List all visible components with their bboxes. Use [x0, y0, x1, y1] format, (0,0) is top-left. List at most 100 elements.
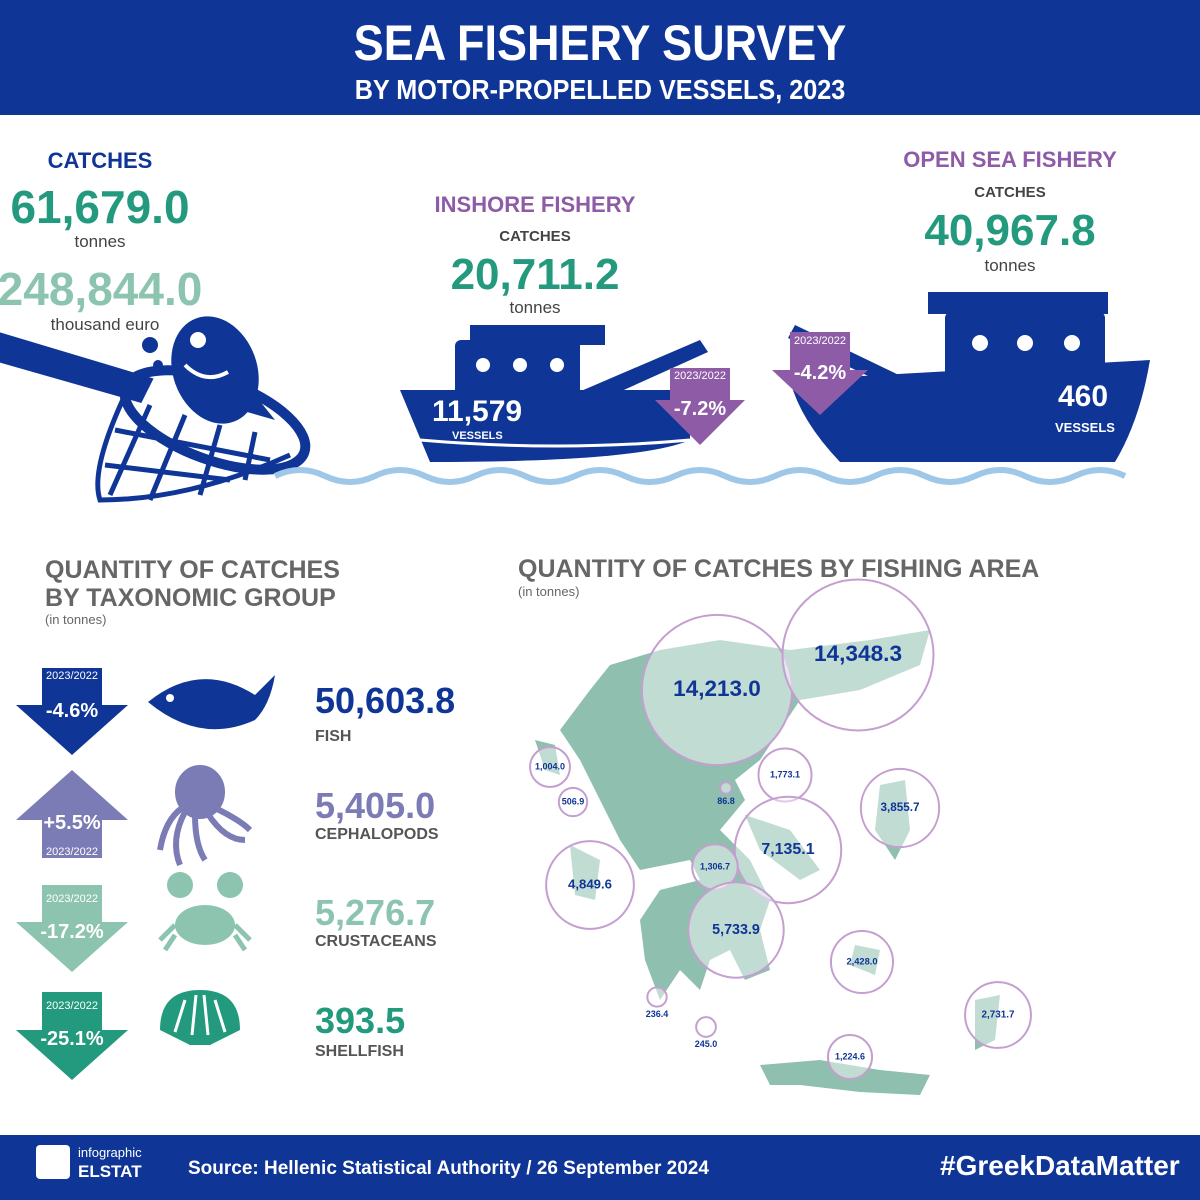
taxonomic-title: QUANTITY OF CATCHES BY TAXONOMIC GROUP [45, 556, 340, 612]
fish-period: 2023/2022 [46, 670, 98, 682]
fish-change: -4.6% [45, 700, 99, 722]
area-label: 236.4 [646, 1009, 669, 1019]
net [0, 332, 311, 503]
mainland [560, 630, 930, 1000]
title: SEA FISHERY SURVEY [353, 15, 847, 71]
area-label: 2,731.7 [982, 1010, 1015, 1021]
area-label: 1,306.7 [700, 861, 730, 871]
islands [535, 740, 1000, 1050]
group-name: CRUSTACEANS [315, 933, 437, 950]
inshore-catches: 20,711.2 [450, 250, 620, 299]
area-label: 4,849.6 [568, 876, 612, 891]
areas-title: QUANTITY OF CATCHES BY FISHING AREA [518, 555, 1040, 583]
area-bubble [719, 781, 733, 795]
cephalopods-change: +5.5% [43, 812, 101, 834]
taxonomic-title-line: BY TAXONOMIC GROUP [45, 584, 336, 612]
area-bubble [859, 767, 941, 849]
crab-icon [158, 872, 252, 952]
area-bubble [733, 795, 843, 905]
fish-icon [148, 675, 275, 730]
header [0, 0, 1200, 115]
area-label: 14,213.0 [673, 676, 761, 701]
group-value: 50,603.8 [315, 680, 456, 721]
area-bubble [757, 747, 813, 803]
group-name: CEPHALOPODS [315, 826, 439, 843]
total-catches-unit: tonnes [74, 232, 126, 251]
open-sea-change: -4.2% [793, 362, 847, 384]
inshore-catches-label: CATCHES [499, 228, 571, 245]
area-bubble [826, 1033, 874, 1081]
open-sea-catches-label: CATCHES [974, 184, 1046, 201]
area-bubble [640, 613, 794, 767]
arrow-up [16, 770, 128, 858]
inshore-vessels-label: VESSELS [452, 430, 503, 442]
group-value: 393.5 [315, 1000, 406, 1041]
total-value: 248,844.0 [0, 263, 203, 315]
octopus-icon [157, 765, 253, 867]
area-bubble [695, 1016, 717, 1038]
cephalopods-period: 2023/2022 [46, 846, 98, 858]
group-name: SHELLFISH [315, 1043, 404, 1060]
area-label: 2,428.0 [846, 956, 877, 966]
logo-top: infographic [78, 1145, 142, 1160]
area-label: 7,135.1 [761, 841, 814, 858]
open-sea-period: 2023/2022 [794, 335, 846, 347]
area-label: 506.9 [562, 796, 585, 806]
total-value-unit: thousand euro [50, 315, 160, 334]
total-catches: 61,679.0 [10, 181, 190, 233]
open-sea-title: OPEN SEA FISHERY [903, 147, 1117, 172]
area-label: 1,773.1 [770, 769, 800, 779]
area-label: 86.8 [717, 796, 735, 806]
euboea [745, 815, 820, 880]
total-label: CATCHES [47, 148, 153, 173]
inshore-title: INSHORE FISHERY [434, 192, 636, 217]
footer [0, 1135, 1200, 1200]
fish-jumping [142, 316, 275, 424]
waves [273, 467, 1127, 485]
logo-icon [36, 1145, 70, 1179]
area-bubble [687, 881, 785, 979]
inshore-boat [400, 325, 745, 462]
area-label: 5,733.9 [712, 922, 760, 938]
taxonomic-title-line: QUANTITY OF CATCHES [45, 556, 340, 584]
arrow-down [16, 885, 128, 972]
open-sea-vessels: 460 [1058, 380, 1109, 413]
area-label: 1,224.6 [835, 1051, 865, 1061]
inshore-change: -7.2% [673, 398, 727, 420]
subtitle: BY MOTOR-PROPELLED VESSELS, 2023 [354, 74, 846, 105]
area-bubble [781, 578, 935, 732]
area-label: 1,004.0 [535, 761, 565, 771]
shellfish-period: 2023/2022 [46, 1000, 98, 1012]
open-sea-vessels-label: VESSELS [1055, 420, 1115, 435]
area-label: 3,855.7 [880, 801, 919, 814]
crustaceans-period: 2023/2022 [46, 893, 98, 905]
area-label: 14,348.3 [814, 641, 902, 666]
area-label: 245.0 [695, 1039, 718, 1049]
crustaceans-change: -17.2% [40, 921, 104, 943]
open-sea-boat [772, 292, 1150, 462]
areas-unit: (in tonnes) [518, 584, 580, 599]
taxonomic-unit: (in tonnes) [45, 612, 107, 627]
arrow-down [16, 992, 128, 1080]
area-bubble [829, 929, 895, 995]
map: 14,213.0 14,348.3 1,004.0 506.9 86.8 1,773.1 3… [529, 578, 1032, 1095]
inshore-vessels: 11,579 [432, 395, 523, 428]
taxonomic-icons [16, 668, 275, 1080]
area-bubble [646, 986, 668, 1008]
group-name: FISH [315, 728, 352, 745]
source: Source: Hellenic Statistical Authority /… [188, 1158, 709, 1179]
hashtag: #GreekDataMatter [940, 1150, 1180, 1181]
illustrations [0, 292, 1150, 503]
area-bubble [964, 981, 1032, 1049]
area-bubble [545, 840, 635, 930]
open-sea-unit: tonnes [984, 256, 1036, 275]
group-value: 5,405.0 [315, 785, 436, 826]
inshore-unit: tonnes [509, 298, 561, 317]
area-bubble [691, 843, 739, 891]
open-sea-catches: 40,967.8 [924, 206, 1096, 255]
area-bubble [529, 746, 571, 788]
arrow-down [16, 668, 128, 755]
logo-bottom: ELSTAT [78, 1162, 142, 1181]
group-value: 5,276.7 [315, 892, 436, 933]
